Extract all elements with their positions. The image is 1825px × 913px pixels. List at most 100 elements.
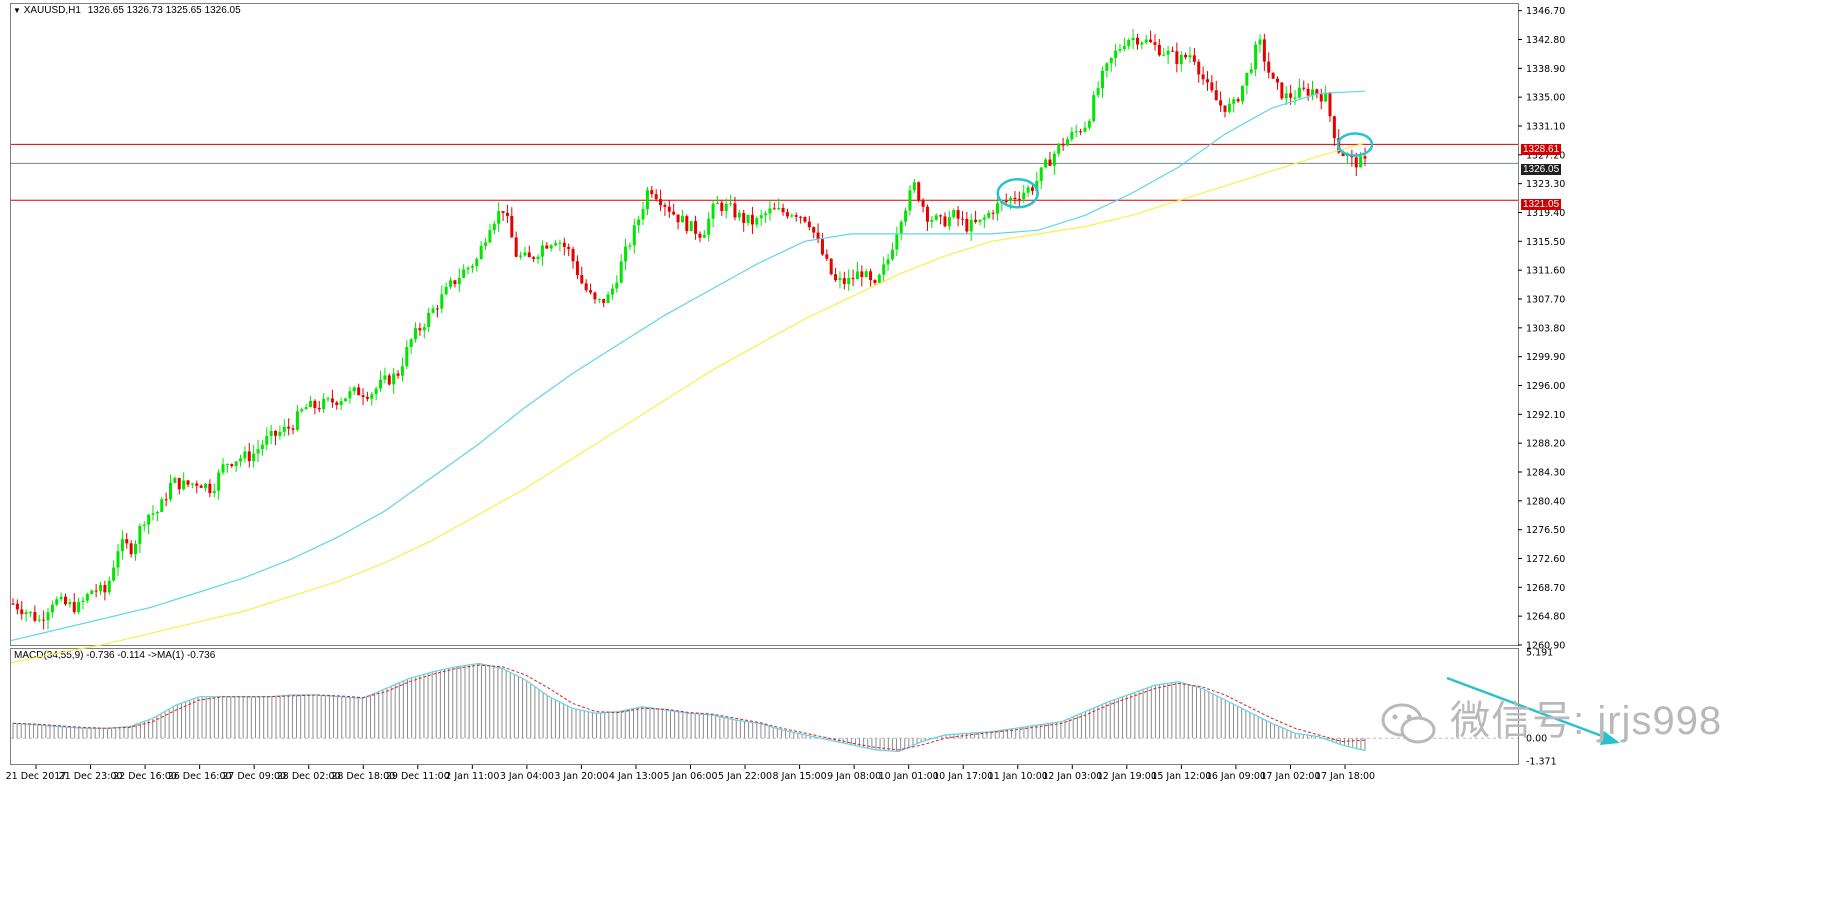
candle-body [1201,74,1205,80]
candle-body [895,234,899,250]
candle-body [199,485,203,488]
candle-body [702,234,706,238]
candle-body [326,398,330,400]
candle-body [663,205,667,207]
candle-body [68,602,72,605]
candle-body [505,212,509,216]
candle-body [400,366,404,376]
candle-body [755,218,759,225]
candle-body [908,190,912,211]
candle-body [667,206,671,212]
candle-body [142,524,146,526]
candle-body [558,242,562,244]
candle-body [1297,87,1301,98]
candle-body [365,396,369,399]
time-tick-label: 12 Jan 03:00 [1042,771,1102,782]
candle-body [1127,40,1131,47]
candle-body [431,308,435,313]
price-tick-label: 1272.60 [1526,554,1565,565]
candle-body [291,428,295,430]
price-tick-label: 1335.00 [1526,93,1565,104]
candle-body [1114,50,1118,58]
candle-body [987,212,991,218]
candle-body [370,394,374,399]
candle-body [807,221,811,228]
candle-body [619,261,623,283]
candle-body [1188,55,1192,58]
candle-body [1061,143,1065,146]
candle-body [1135,37,1139,45]
candle-body [1328,93,1332,117]
candle-body [523,252,527,256]
candle-body [24,612,28,615]
candle-body [1044,159,1048,168]
candle-body [492,223,496,231]
candle-body [1070,131,1074,140]
candle-body [1109,57,1113,64]
candle-body [707,218,711,235]
candle-body [1280,82,1284,99]
candle-body [921,200,925,207]
candle-body [659,199,663,206]
candle-body [917,182,921,201]
candle-body [81,600,85,603]
candle-body [834,274,838,281]
candle-body [575,261,579,276]
candle-body [1100,70,1104,89]
annotation-ellipse [996,178,1039,209]
candle-body [1057,143,1061,154]
candle-body [374,388,378,395]
price-tick-label: 1264.80 [1526,612,1565,623]
candle-body [597,299,601,301]
candle-body [733,203,737,218]
candle-body [952,210,956,218]
price-tick-label: 1299.90 [1526,352,1565,363]
candle-body [151,513,155,515]
time-tick-label: 21 Dec 23:00 [59,771,123,782]
candle-body [344,398,348,402]
candle-body [339,401,343,406]
candle-body [672,211,676,215]
time-tick-label: 5 Jan 06:00 [663,771,717,782]
candle-body [772,208,776,210]
triangle-down-icon[interactable]: ▼ [13,6,21,15]
candle-body [969,219,973,232]
candle-body [842,278,846,284]
candle-body [177,477,181,490]
candle-body [960,218,964,220]
candle-body [812,227,816,233]
candle-body [877,274,881,283]
price-tick-label: 1342.80 [1526,35,1565,46]
candle-body [532,257,536,260]
macd-pane-frame [10,648,1519,765]
candle-body [1065,139,1069,146]
candle-body [234,461,238,467]
candle-body [204,483,208,488]
candle-body [1363,156,1367,159]
candle-body [260,444,264,450]
candle-body [860,271,864,277]
candle-body [129,543,133,555]
candle-body [1048,159,1052,166]
candle-body [466,267,470,270]
candle-body [1039,167,1043,181]
candle-body [1332,116,1336,139]
candle-body [759,215,763,219]
candle-body [475,258,479,267]
candle-body [20,609,24,615]
candle-body [85,593,89,601]
candle-body [1166,50,1170,55]
candle-body [799,216,803,218]
candle-body [449,280,453,287]
candle-body [484,242,488,246]
candle-body [536,256,540,260]
candle-body [1096,88,1100,96]
candle-body [1324,93,1328,102]
candle-body [1227,103,1231,112]
candle-body [313,400,317,409]
candle-body [1192,55,1196,62]
candle-body [357,387,361,396]
candle-body [361,395,365,397]
time-tick-label: 17 Jan 18:00 [1315,771,1375,782]
